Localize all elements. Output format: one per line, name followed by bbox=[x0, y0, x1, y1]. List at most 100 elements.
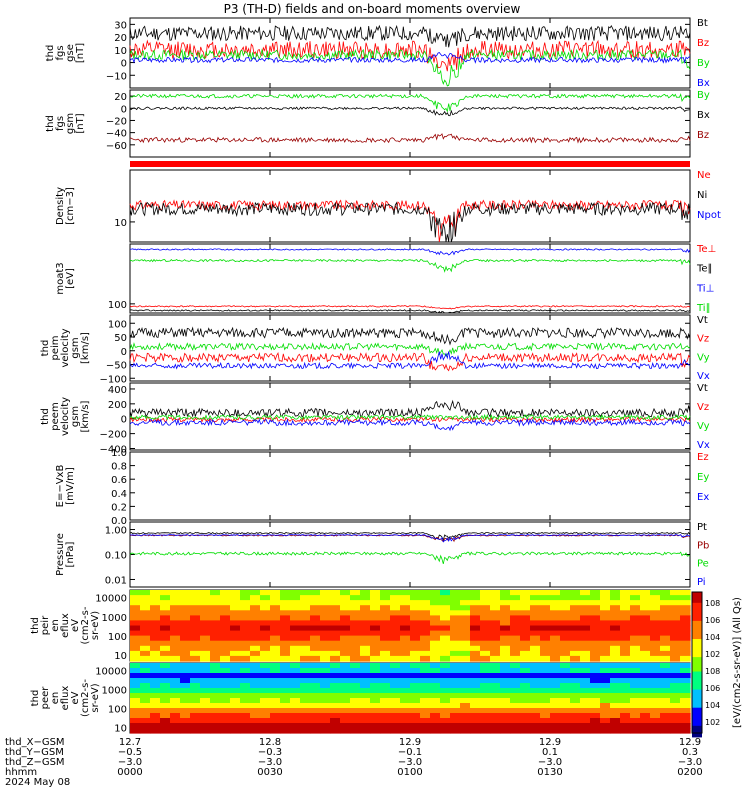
colorbar-label: [eV/(cm2-s-sr-eV)] (All Qs) bbox=[732, 597, 743, 728]
spectrogram-cell bbox=[540, 728, 551, 734]
spectrogram-cell bbox=[340, 600, 351, 606]
spectrogram-cell bbox=[470, 693, 481, 699]
spectrogram-cell bbox=[500, 635, 511, 642]
spectrogram-cell bbox=[530, 630, 541, 637]
spectrogram-cell bbox=[170, 663, 181, 669]
spectrogram-cell bbox=[190, 673, 201, 679]
spectrogram-cell bbox=[300, 723, 311, 729]
spectrogram-cell bbox=[210, 605, 221, 611]
spectrogram-cell bbox=[360, 713, 371, 719]
legend-fgs-gse-0: Bt bbox=[697, 18, 708, 29]
spectrogram-cell bbox=[240, 673, 251, 679]
spectrogram-cell bbox=[580, 610, 591, 616]
spectrogram-cell bbox=[540, 655, 551, 662]
spectrogram-cell bbox=[410, 625, 421, 632]
spectrogram-cell bbox=[520, 673, 531, 679]
spectrogram-cell bbox=[290, 630, 301, 637]
spectrogram-cell bbox=[540, 610, 551, 616]
legend-fgs-gsm-0: By bbox=[697, 90, 710, 101]
spectrogram-cell bbox=[560, 655, 571, 662]
spectrogram-cell bbox=[330, 693, 341, 699]
spectrogram-cell bbox=[660, 728, 671, 734]
spectrogram-cell bbox=[330, 600, 341, 606]
ylabel-e-field: E=−VxB [mV/m] bbox=[55, 465, 76, 508]
spectrogram-cell bbox=[240, 605, 251, 611]
spectrogram-cell bbox=[550, 630, 561, 637]
y-tick-label: 0.0 bbox=[111, 516, 127, 527]
spectrogram-cell bbox=[500, 630, 511, 637]
spectrogram-cell bbox=[680, 718, 691, 724]
spectrogram-cell bbox=[180, 688, 191, 694]
spectrogram-cell bbox=[530, 615, 541, 622]
spectrogram-cell bbox=[350, 635, 361, 642]
spectrogram-cell bbox=[610, 683, 621, 689]
spectrogram-cell bbox=[580, 605, 591, 611]
ylabel-peer-en-eflux-line: en bbox=[50, 692, 61, 705]
spectrogram-cell bbox=[520, 635, 531, 642]
spectrogram-cell bbox=[660, 650, 671, 657]
spectrogram-cell bbox=[350, 708, 361, 714]
ylabel-peer-en-eflux-line: sr-eV) bbox=[90, 683, 101, 712]
spectrogram-cell bbox=[130, 683, 141, 689]
spectrogram-cell bbox=[600, 668, 611, 674]
spectrogram-cell bbox=[480, 713, 491, 719]
colorbar-frame bbox=[691, 591, 703, 734]
spectrogram-cell bbox=[260, 703, 271, 709]
spectrogram-cell bbox=[640, 723, 651, 729]
spectrogram-cell bbox=[210, 698, 221, 704]
spectrogram-cell bbox=[190, 615, 201, 622]
spectrogram-cell bbox=[240, 625, 251, 632]
spectrogram-cell bbox=[440, 728, 451, 734]
spectrogram-cell bbox=[170, 630, 181, 637]
spectrogram-cell bbox=[330, 723, 341, 729]
spectrogram-cell bbox=[190, 663, 201, 669]
spectrogram-cell bbox=[360, 620, 371, 627]
spectrogram-cell bbox=[170, 703, 181, 709]
spectrogram-cell bbox=[380, 718, 391, 724]
spectrogram-cell bbox=[280, 625, 291, 632]
spectrogram-cell bbox=[680, 698, 691, 704]
spectrogram-cell bbox=[420, 655, 431, 662]
panel-frame-temperature bbox=[129, 243, 691, 314]
spectrogram-cell bbox=[160, 668, 171, 674]
spectrogram-cell bbox=[250, 645, 261, 652]
spectrogram-cell bbox=[280, 605, 291, 611]
spectrogram-cell bbox=[350, 590, 361, 596]
spectrogram-cell bbox=[340, 615, 351, 622]
spectrogram-cell bbox=[500, 640, 511, 647]
spectrogram-cell bbox=[300, 590, 311, 596]
spectrogram-cell bbox=[630, 635, 641, 642]
spectrogram-cell bbox=[190, 655, 201, 662]
spectrogram-cell bbox=[410, 673, 421, 679]
series-fgs-gsm-By bbox=[130, 93, 691, 113]
spectrogram-cell bbox=[150, 698, 161, 704]
spectrogram-cell bbox=[520, 610, 531, 616]
spectrogram-cell bbox=[310, 683, 321, 689]
spectrogram-cell bbox=[160, 713, 171, 719]
spectrogram-cell bbox=[670, 718, 681, 724]
spectrogram-cell bbox=[280, 728, 291, 734]
spectrogram-cell bbox=[390, 713, 401, 719]
spectrogram-cell bbox=[260, 610, 271, 616]
spectrogram-cell bbox=[210, 668, 221, 674]
spectrogram-cell bbox=[680, 663, 691, 669]
spectrogram-cell bbox=[650, 640, 661, 647]
spectrogram-cell bbox=[290, 645, 301, 652]
spectrogram-cell bbox=[330, 668, 341, 674]
spectrogram-cell bbox=[270, 595, 281, 601]
spectrogram-cell bbox=[130, 673, 141, 679]
x-axis-value: 0200 bbox=[677, 767, 702, 778]
spectrogram-cell bbox=[620, 630, 631, 637]
spectrogram-cell bbox=[460, 600, 471, 606]
spectrogram-cell bbox=[180, 663, 191, 669]
spectrogram-cell bbox=[660, 595, 671, 601]
spectrogram-cell bbox=[490, 605, 501, 611]
spectrogram-cell bbox=[250, 693, 261, 699]
spectrogram-cell bbox=[340, 728, 351, 734]
y-tick-label: 0 bbox=[121, 59, 127, 70]
spectrogram-cell bbox=[480, 650, 491, 657]
x-axis-row-label: thd_Z−GSM bbox=[5, 757, 65, 768]
spectrogram-cell bbox=[250, 650, 261, 657]
spectrogram-cell bbox=[620, 678, 631, 684]
spectrogram-cell bbox=[320, 625, 331, 632]
